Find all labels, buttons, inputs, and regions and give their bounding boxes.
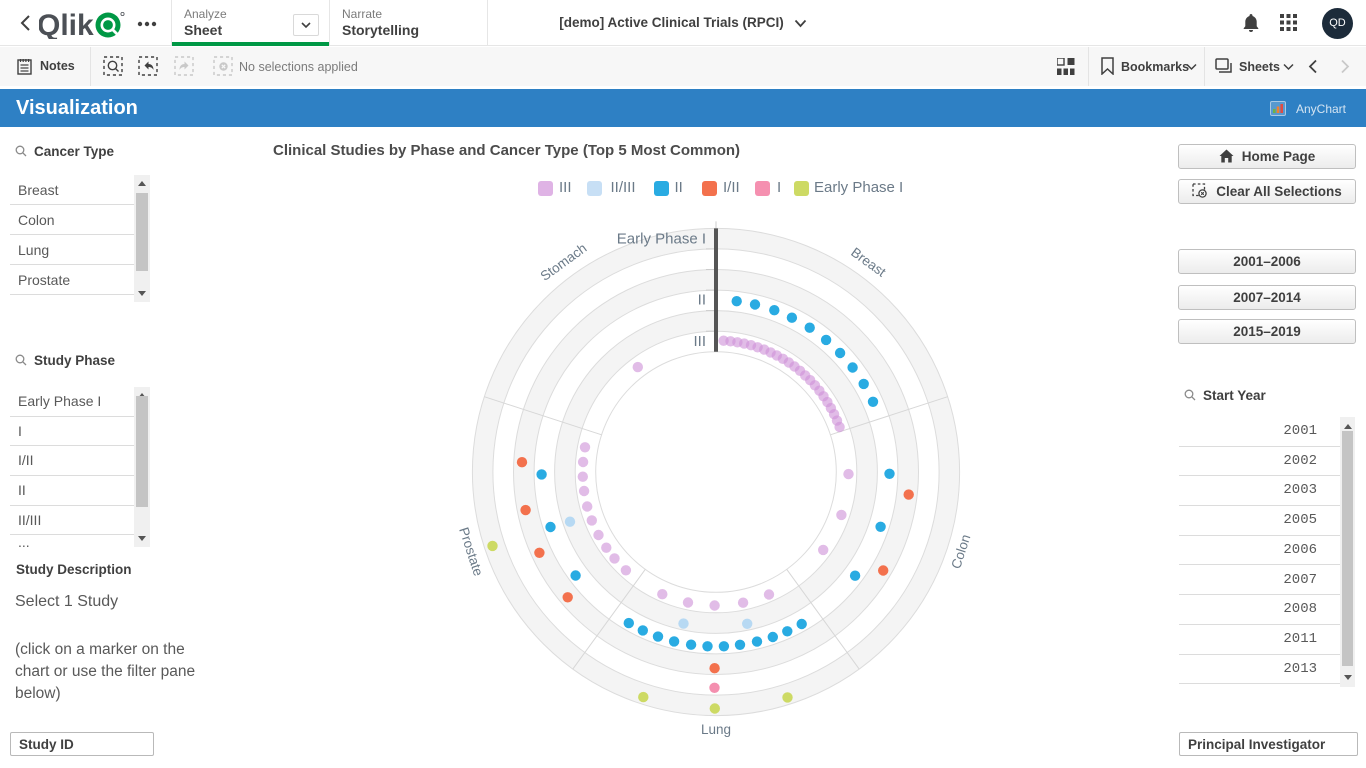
- svg-text:Lung: Lung: [701, 722, 731, 737]
- svg-text:III: III: [693, 333, 706, 350]
- svg-text:Early Phase I: Early Phase I: [617, 230, 706, 247]
- svg-text:Colon: Colon: [948, 533, 973, 571]
- svg-text:II: II: [698, 292, 706, 309]
- svg-text:Qlik: Qlik: [39, 9, 94, 39]
